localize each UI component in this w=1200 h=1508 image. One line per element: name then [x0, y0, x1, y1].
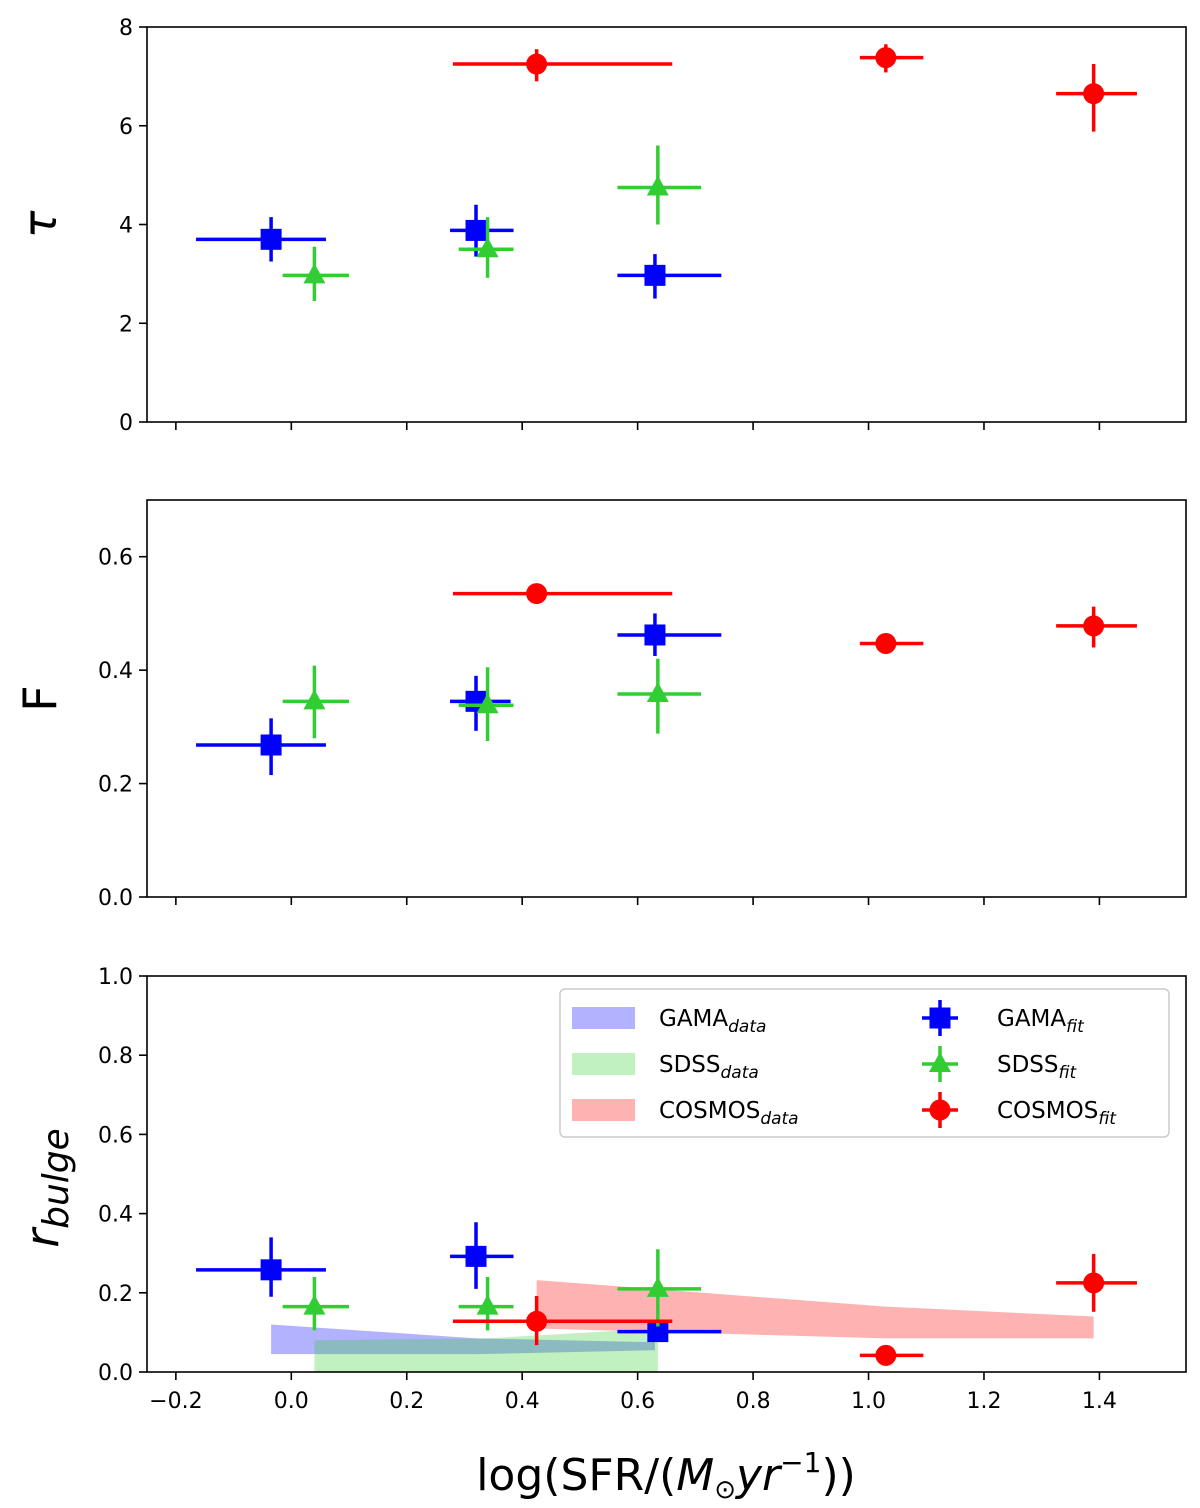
ytick-label-bottom-3: 0.6: [98, 1123, 133, 1148]
xtick-label-4: 0.6: [620, 1389, 655, 1414]
legend-entry-gama-data-swatch: [572, 1007, 635, 1029]
cosmos-fit-point-2: [1083, 615, 1105, 637]
gama-fit-point-2: [644, 264, 666, 286]
ytick-label-bottom-2: 0.4: [98, 1203, 133, 1228]
legend-entry-cosmos-fit: COSMOSfit: [922, 1092, 1117, 1129]
legend-entry-sdss-fit: SDSSfit: [922, 1046, 1077, 1083]
legend: GAMAdata SDSSdata COSMOSdata GAMAfit SDSSfit…: [559, 988, 1170, 1138]
ytick-label-middle-0: 0.0: [98, 886, 133, 911]
legend-entry-gama-data-label: GAMAdata: [659, 1006, 766, 1037]
axes-frame-middle: [146, 499, 1187, 898]
xtick-label-8: 1.4: [1082, 1389, 1117, 1414]
ytick-label-top-2: 4: [119, 214, 133, 239]
sdss-fit-point-0: [303, 263, 326, 284]
gama-fit-point-0: [260, 734, 282, 756]
legend-entry-sdss-fit-marker: [929, 1052, 951, 1072]
cosmos-fit-point-1: [875, 632, 897, 654]
xtick-label-1: 0.0: [274, 1389, 309, 1414]
legend-entry-gama-data: GAMAdata: [572, 1006, 766, 1037]
legend-entry-cosmos-data: COSMOSdata: [572, 1098, 799, 1129]
sdss-fit-point-0: [303, 1294, 326, 1315]
sdss-fit-point-1: [476, 237, 499, 258]
axes-frame-bottom: [146, 975, 1187, 1373]
legend-entry-sdss-data-swatch: [572, 1053, 635, 1075]
legend-entry-sdss-fit-label: SDSSfit: [997, 1052, 1077, 1083]
legend-entry-gama-fit-marker: [929, 1007, 951, 1029]
sdss-fit-point-2: [646, 681, 669, 702]
cosmos-fit-point-1: [875, 47, 897, 69]
gama-fit-point-1: [465, 1245, 487, 1267]
y-axis-title-top: τ: [13, 210, 67, 238]
sdss-fit-point-1: [476, 693, 499, 714]
sdss-fit-point-2: [646, 175, 669, 196]
ytick-label-middle-1: 0.2: [98, 773, 133, 798]
cosmos-fit-point-0: [526, 53, 548, 75]
cosmos-fit-point-1: [875, 1344, 897, 1366]
sdss-fit-point-1: [476, 1294, 499, 1315]
legend-entry-cosmos-data-swatch: [572, 1099, 635, 1121]
cosmos-fit-point-0: [526, 583, 548, 605]
xtick-label-7: 1.2: [966, 1389, 1001, 1414]
xtick-label-5: 0.8: [736, 1389, 771, 1414]
gama-fit-point-2: [647, 1321, 669, 1343]
ytick-label-top-1: 2: [119, 312, 133, 337]
cosmos-fit-point-2: [1083, 83, 1105, 105]
ytick-label-top-0: 0: [119, 411, 133, 436]
legend-box: [559, 988, 1170, 1138]
ytick-label-bottom-4: 0.8: [98, 1044, 133, 1069]
ytick-label-middle-3: 0.6: [98, 546, 133, 571]
cosmos-fit-point-2: [1083, 1272, 1105, 1294]
band-gama-data: [271, 1324, 655, 1355]
legend-entry-cosmos-data-label: COSMOSdata: [659, 1098, 799, 1129]
legend-entry-gama-fit-label: GAMAfit: [997, 1006, 1085, 1037]
gama-fit-point-0: [260, 228, 282, 250]
gama-fit-point-0: [260, 1259, 282, 1281]
ytick-label-bottom-1: 0.2: [98, 1282, 133, 1307]
panel-top: 0 2 4 6 8 τ: [13, 16, 1187, 436]
ytick-label-top-4: 8: [119, 16, 133, 41]
ytick-label-middle-2: 0.4: [98, 659, 133, 684]
band-sdss-data: [314, 1328, 658, 1372]
ytick-label-bottom-5: 1.0: [98, 965, 133, 990]
sdss-fit-point-0: [303, 689, 326, 710]
y-axis-title-bottom: rbulge: [15, 1128, 77, 1248]
ytick-label-bottom-0: 0.0: [98, 1361, 133, 1386]
axes-frame-top: [146, 26, 1187, 423]
cosmos-fit-point-0: [526, 1310, 548, 1332]
band-cosmos-data: [536, 1280, 1094, 1339]
xtick-label-0: −0.2: [149, 1389, 202, 1414]
gama-fit-point-2: [644, 624, 666, 646]
y-axis-title-middle: F: [13, 685, 67, 711]
xtick-label-2: 0.2: [389, 1389, 424, 1414]
panel-bottom: 0.0 0.2 0.4 0.6 0.8 1.0 −0.2 0.0 0.2 0.4 0.6 0.8 1.0…: [15, 965, 1187, 1414]
ytick-label-top-3: 6: [119, 115, 133, 140]
legend-entry-cosmos-fit-label: COSMOSfit: [997, 1098, 1117, 1129]
xtick-label-6: 1.0: [851, 1389, 886, 1414]
sdss-fit-point-2: [646, 1276, 669, 1297]
panel-middle: 0.0 0.2 0.4 0.6 F: [13, 499, 1187, 911]
legend-entry-sdss-data: SDSSdata: [572, 1052, 759, 1083]
gama-fit-point-1: [465, 219, 487, 241]
legend-entry-gama-fit: GAMAfit: [922, 1000, 1085, 1037]
xtick-label-3: 0.4: [505, 1389, 540, 1414]
legend-entry-sdss-data-label: SDSSdata: [659, 1052, 759, 1083]
x-axis-title: log(SFR/(M⊙yr−1)): [476, 1446, 856, 1505]
legend-entry-cosmos-fit-marker: [929, 1099, 951, 1121]
